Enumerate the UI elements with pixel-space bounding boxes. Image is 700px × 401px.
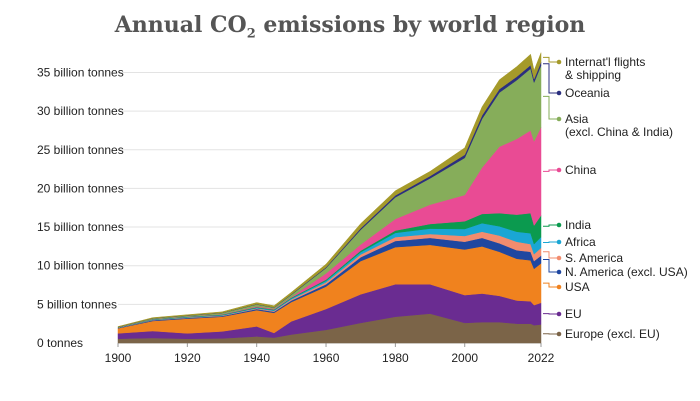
label-dot	[556, 331, 562, 337]
label-connector	[543, 63, 559, 94]
label-connector	[543, 169, 559, 172]
y-tick-label: 5 billion tonnes	[37, 297, 117, 311]
x-tick-label: 2000	[451, 351, 478, 365]
y-tick-label: 20 billion tonnes	[37, 181, 124, 195]
series-label: Oceania	[565, 86, 610, 100]
series-label: Africa	[565, 235, 596, 249]
label-connector	[543, 241, 559, 244]
title-text: Annual CO	[114, 12, 247, 38]
x-tick-label: 1960	[313, 351, 340, 365]
series-label: USA	[565, 280, 590, 294]
label-dot	[556, 167, 562, 173]
label-dot	[556, 59, 562, 65]
series-label: Asia	[565, 112, 589, 126]
label-dot	[556, 239, 562, 245]
series-label: Internat'l flights	[565, 55, 645, 69]
chart-title: Annual CO2 emissions by world region	[0, 12, 700, 41]
label-dot	[556, 90, 562, 96]
series-label: S. America	[565, 251, 623, 265]
series-label: EU	[565, 307, 582, 321]
label-dot	[556, 222, 562, 228]
title-subscript: 2	[246, 26, 256, 42]
x-tick-label: 1980	[382, 351, 409, 365]
label-connector	[543, 56, 559, 63]
series-label: Europe (excl. EU)	[565, 327, 660, 341]
series-label: (excl. China & India)	[565, 125, 673, 139]
x-tick-label: 1920	[174, 351, 201, 365]
y-tick-label: 25 billion tonnes	[37, 143, 124, 157]
label-dot	[556, 255, 562, 261]
x-tick-label: 1900	[105, 351, 132, 365]
label-connector	[543, 251, 559, 259]
y-tick-label: 10 billion tonnes	[37, 259, 124, 273]
x-tick-label: 2022	[528, 351, 555, 365]
label-connector	[543, 259, 559, 273]
label-connector	[543, 95, 559, 120]
y-tick-label: 15 billion tonnes	[37, 220, 124, 234]
y-tick-label: 30 billion tonnes	[37, 104, 124, 118]
label-dot	[556, 311, 562, 317]
area-internat-l-flights-shipping	[117, 52, 542, 328]
label-dot	[556, 284, 562, 290]
label-connector	[543, 224, 559, 227]
title-text-rest: emissions by world region	[255, 12, 586, 38]
y-tick-label: 0 tonnes	[37, 336, 83, 350]
series-label: & shipping	[565, 68, 621, 82]
label-connector	[543, 282, 559, 288]
series-label: China	[565, 163, 597, 177]
y-tick-label: 35 billion tonnes	[37, 65, 124, 79]
label-dot	[556, 269, 562, 275]
x-tick-label: 1940	[243, 351, 270, 365]
label-dot	[556, 116, 562, 122]
series-label: India	[565, 218, 591, 232]
series-label: N. America (excl. USA)	[565, 265, 688, 279]
